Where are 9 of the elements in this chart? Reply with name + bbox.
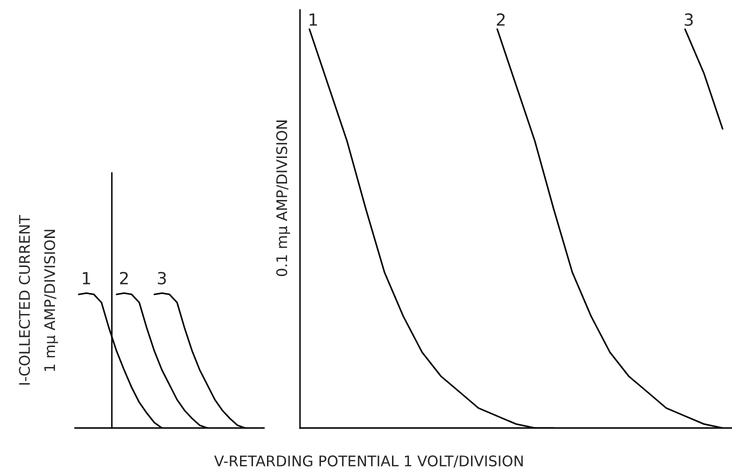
series-label: 1 — [82, 272, 90, 284]
y-axis-title: 0.1 mμ AMP/DIVISION — [276, 120, 290, 276]
series-label: 2 — [496, 13, 505, 26]
series-label: 2 — [120, 272, 128, 284]
series-label: 3 — [684, 13, 693, 26]
series-label: 3 — [158, 272, 166, 284]
series-label: 1 — [310, 14, 317, 26]
y-axis-title: I-COLLECTED CURRENT 1 mμ AMP/DIVISION — [18, 214, 58, 385]
x-axis-title: V-RETARDING POTENTIAL 1 VOLT/DIVISION — [214, 455, 523, 468]
